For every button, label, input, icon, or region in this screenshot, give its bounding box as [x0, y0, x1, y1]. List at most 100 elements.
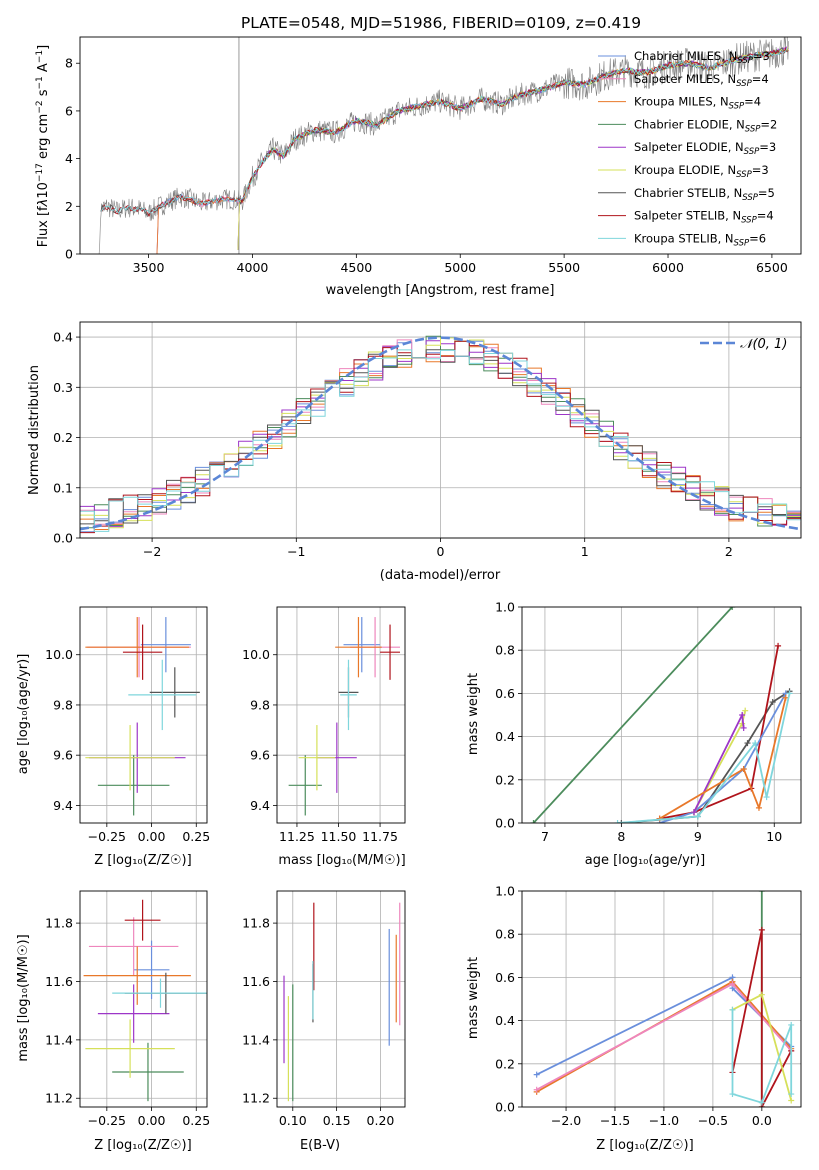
spectrum-xlabel: wavelength [Angstrom, rest frame]: [326, 283, 555, 298]
y-tick-label: 1.0: [495, 600, 515, 615]
weight-marker: [742, 708, 748, 714]
y-tick-label: 9.8: [250, 697, 270, 712]
y-tick-label: 0: [65, 247, 73, 262]
weight-vs-age-panel: 7 8 9 10 0.0 0.2 0.4 0.6 0.8 1.0: [495, 600, 801, 845]
x-tick-label: 0.25: [182, 1113, 210, 1128]
y-tick-label: 0.6: [495, 686, 515, 701]
y-tick-label: 0.3: [53, 380, 73, 395]
x-tick-label: 6500: [756, 260, 788, 275]
legend-count: =6: [749, 231, 766, 245]
mass-vs-ebv-panel: 0.10 0.15 0.2011.211.411.611.8: [242, 891, 405, 1128]
x-tick-label: 0.15: [323, 1113, 351, 1128]
y-tick-label: 0.2: [495, 1056, 515, 1071]
massz-xlabel: Z [log₁₀(Z/Z☉)]: [94, 1138, 191, 1153]
agem-xlabel: mass [log₁₀(M/M☉)]: [278, 853, 405, 868]
spectrum-panel: 3500 4000 4500 5000 5500 6000 6500 0 2 4 6 8 Chabrie…: [65, 34, 801, 275]
wz-xlabel: Z [log₁₀(Z/Z☉)]: [596, 1138, 693, 1153]
x-tick-label: −1.0: [649, 1113, 679, 1128]
x-tick-label: −0.5: [698, 1113, 728, 1128]
y-tick-label: 0.4: [495, 1013, 515, 1028]
hist-ylabel: Normed distribution: [27, 365, 42, 495]
x-tick-label: −0.25: [88, 1113, 126, 1128]
legend-entry: 𝒩(0, 1): [740, 337, 787, 352]
y-tick-label: 9.6: [250, 748, 270, 763]
legend-subscript: SSP: [734, 238, 750, 248]
legend-entry: Kroupa STELIB, NSSP=6: [634, 231, 766, 248]
x-tick-label: 4000: [237, 260, 269, 275]
y-tick-label: 0.0: [53, 531, 73, 546]
legend-subscript: SSP: [736, 170, 752, 180]
y-tick-label: 4: [65, 151, 73, 166]
legend-subscript: SSP: [744, 147, 760, 157]
weight-marker: [756, 805, 762, 811]
y-tick-label: 10.0: [45, 647, 73, 662]
massebv-xlabel: E(B-V): [300, 1138, 340, 1153]
y-tick-label: 9.8: [53, 697, 73, 712]
x-tick-label: 5000: [444, 260, 476, 275]
wz-ylabel: mass weight: [466, 957, 481, 1039]
y-tick-label: 0.2: [53, 430, 73, 445]
x-tick-label: 1: [581, 544, 589, 559]
x-tick-label: 0.25: [182, 829, 210, 844]
x-tick-label: 9: [694, 829, 702, 844]
x-tick-label: 11.50: [321, 829, 357, 844]
legend-count: =3: [753, 49, 770, 63]
y-tick-label: 0.8: [495, 927, 515, 942]
legend-count: =3: [752, 163, 769, 177]
agez-ylabel: age [log₁₀(age/yr)]: [16, 654, 31, 775]
weight-marker: [759, 992, 765, 998]
y-tick-label: 0.8: [495, 643, 515, 658]
legend-subscript: SSP: [742, 193, 758, 203]
y-tick-label: 0.0: [495, 816, 515, 831]
legend-count: =3: [759, 140, 776, 154]
x-tick-label: 11.25: [279, 829, 315, 844]
age-vs-mass-panel: 11.25 11.50 11.75 9.4 9.6 9.8 10.0: [242, 607, 405, 844]
legend-entry: Salpeter MILES, NSSP=4: [634, 72, 769, 89]
y-tick-label: 11.2: [242, 1091, 270, 1106]
wage-ylabel: mass weight: [466, 673, 481, 755]
legend-subscript: SSP: [729, 102, 745, 112]
weight-marker: [788, 1098, 794, 1104]
x-tick-label: −1.5: [600, 1113, 630, 1128]
weight-line: [534, 607, 733, 823]
agez-xlabel: Z [log₁₀(Z/Z☉)]: [94, 853, 191, 868]
y-tick-label: 10.0: [242, 647, 270, 662]
y-tick-label: 0.2: [495, 772, 515, 787]
legend-count: =4: [744, 95, 761, 109]
x-tick-label: 0: [437, 544, 445, 559]
weight-marker: [729, 1091, 735, 1097]
weight-line: [694, 715, 744, 812]
x-tick-label: 5500: [548, 260, 580, 275]
weight-marker: [729, 1007, 735, 1013]
x-tick-label: 3500: [133, 260, 165, 275]
figure-title: PLATE=0548, MJD=51986, FIBERID=0109, z=0…: [241, 14, 641, 32]
x-tick-label: 2: [725, 544, 733, 559]
legend-entry: Kroupa MILES, NSSP=4: [634, 95, 761, 112]
x-tick-label: 8: [617, 829, 625, 844]
y-tick-label: 6: [65, 103, 73, 118]
hist-xlabel: (data-model)/error: [380, 568, 501, 583]
legend-entry: Chabrier STELIB, NSSP=5: [634, 186, 775, 203]
y-tick-label: 0.1: [53, 480, 73, 495]
weight-vs-metallicity-panel: −2.0 −1.5 −1.0 −0.5 0.0 0.0 0.2 0.4 0.6 0.8 1.0: [495, 884, 801, 1129]
x-tick-label: 6000: [652, 260, 684, 275]
legend-subscript: SSP: [737, 56, 753, 66]
age-vs-metallicity-panel: −0.25 0.00 0.259.49.69.810.0: [45, 607, 210, 844]
figure: PLATE=0548, MJD=51986, FIBERID=0109, z=0…: [0, 0, 819, 1170]
legend-entry: Salpeter ELODIE, NSSP=3: [634, 140, 776, 157]
y-tick-label: 2: [65, 199, 73, 214]
legend-count: =5: [758, 186, 775, 200]
legend-subscript: SSP: [741, 216, 757, 226]
x-tick-label: −2: [143, 544, 161, 559]
y-tick-label: 9.4: [53, 798, 73, 813]
wage-xlabel: age [log₁₀(age/yr)]: [585, 853, 706, 868]
legend-subscript: SSP: [736, 79, 752, 89]
x-tick-label: 4500: [340, 260, 372, 275]
y-tick-label: 0.6: [495, 970, 515, 985]
weight-marker: [788, 1022, 794, 1028]
legend-entry: Salpeter STELIB, NSSP=4: [634, 209, 774, 226]
mass-vs-metallicity-panel: −0.25 0.00 0.2511.211.411.611.8: [45, 891, 210, 1128]
spectrum-ylabel: Flux [fλ10−17 erg cm−2 s−1 A−1]: [35, 45, 51, 247]
x-tick-label: 11.75: [362, 829, 398, 844]
residual-histogram-panel: −2 −1 0 1 20.00.10.20.30.4 𝒩(0, 1): [53, 322, 815, 559]
